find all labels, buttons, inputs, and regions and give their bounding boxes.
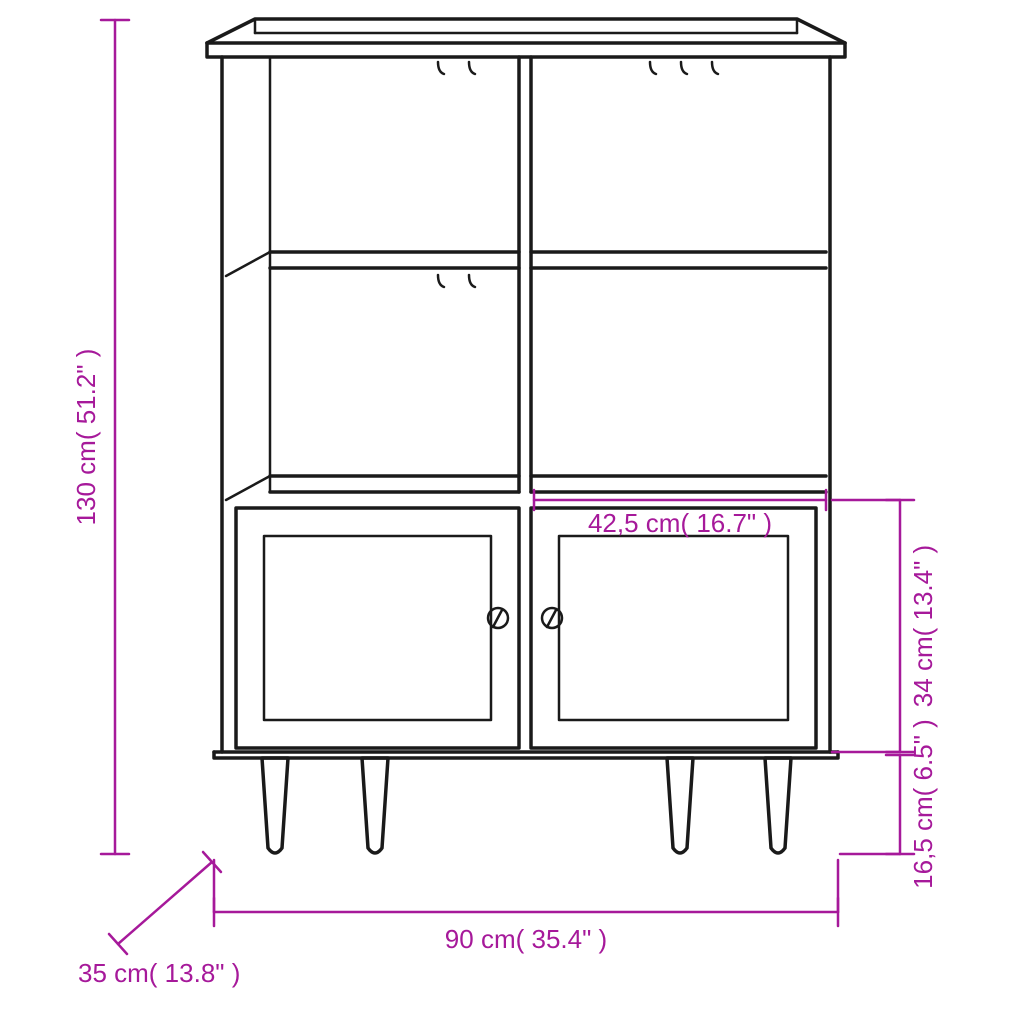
dim-width: 90 cm( 35.4" ) (214, 860, 838, 954)
door-right (531, 508, 816, 748)
legs (262, 758, 791, 853)
dimension-diagram: 130 cm( 51.2" ) 90 cm( 35.4" ) 35 cm( 13… (0, 0, 1024, 1024)
top-plate (207, 19, 845, 57)
dim-height: 130 cm( 51.2" ) (71, 20, 129, 854)
label-leg-height: 16,5 cm( 6.5" ) (908, 719, 938, 889)
dim-shelf-width: 42,5 cm( 16.7" ) (534, 490, 826, 538)
label-shelf-width: 42,5 cm( 16.7" ) (588, 508, 772, 538)
shelf-2 (226, 476, 826, 500)
label-door-height: 34 cm( 13.4" ) (908, 545, 938, 707)
dim-door-height: 34 cm( 13.4" ) (832, 500, 938, 752)
label-height: 130 cm( 51.2" ) (71, 349, 101, 526)
hooks-top (438, 62, 718, 74)
dim-depth: 35 cm( 13.8" ) (78, 852, 240, 988)
shelf-1 (226, 252, 826, 276)
door-left (236, 508, 519, 748)
label-depth: 35 cm( 13.8" ) (78, 958, 240, 988)
label-width: 90 cm( 35.4" ) (445, 924, 607, 954)
dim-leg-height: 16,5 cm( 6.5" ) (840, 719, 938, 889)
center-divider (519, 57, 531, 492)
dimensions: 130 cm( 51.2" ) 90 cm( 35.4" ) 35 cm( 13… (71, 20, 938, 988)
cabinet-drawing (207, 19, 845, 853)
hooks-mid (438, 275, 475, 287)
cabinet-body (214, 57, 838, 758)
